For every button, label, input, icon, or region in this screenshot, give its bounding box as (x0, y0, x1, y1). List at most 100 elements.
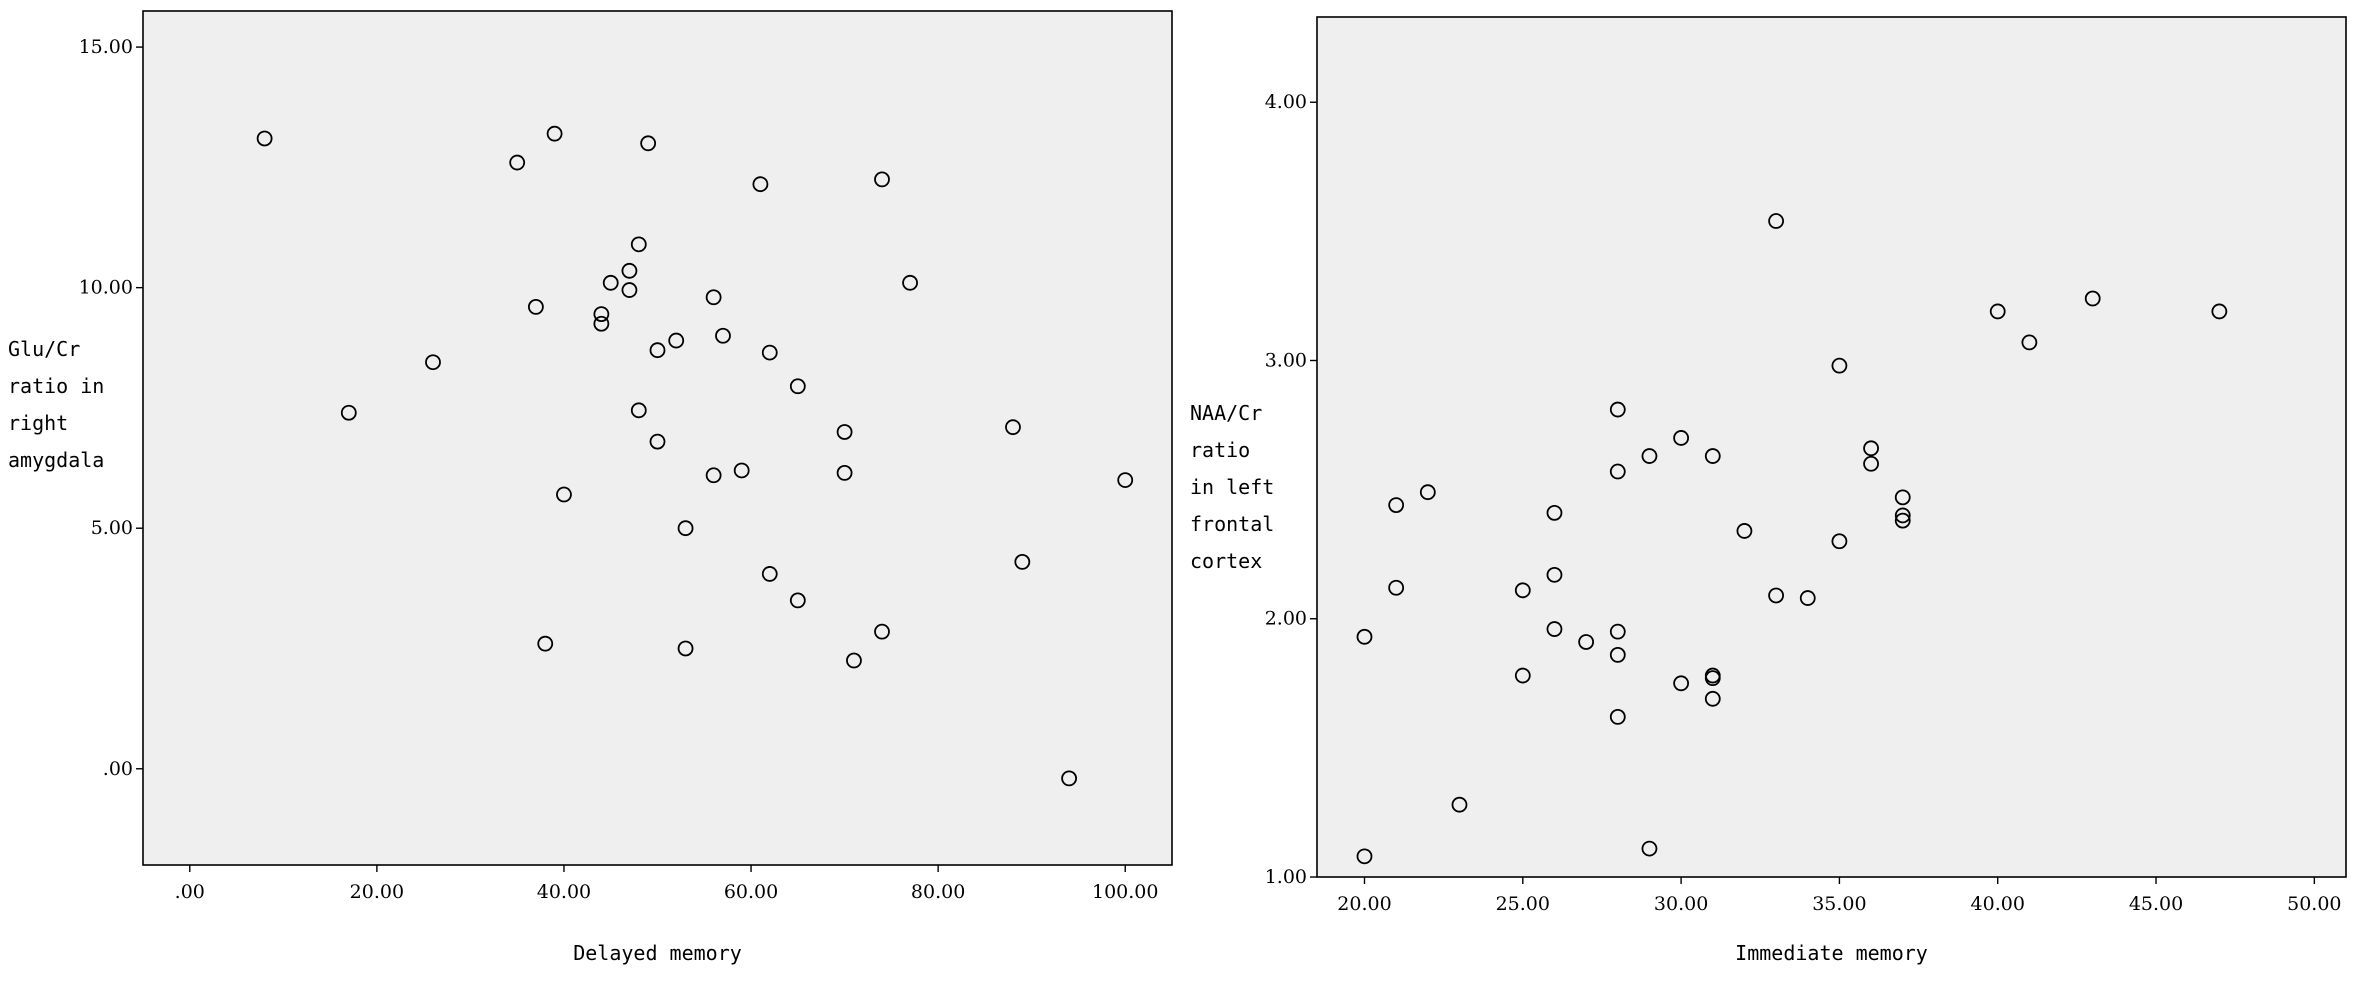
data-point (1005, 419, 1021, 436)
data-point (649, 342, 666, 359)
y-axis-label: NAA/Cr ratio in left frontal cortex (1190, 401, 1274, 573)
data-point (761, 566, 778, 582)
data-point (1641, 448, 1658, 464)
data-point (705, 289, 722, 306)
y-tick-label: 10.00 (79, 277, 133, 299)
data-point (789, 378, 806, 395)
x-tick-label: .00 (175, 881, 205, 903)
data-point (1609, 646, 1626, 663)
data-point (509, 154, 526, 171)
data-point (1641, 840, 1658, 857)
data-point (902, 274, 918, 291)
data-point (1356, 848, 1373, 865)
chart-naa-cr-vs-immediate-memory: 1.00 2.00 3.00 4.00 20.00 25.00 30.00 35.00 40.0… (1190, 16, 2347, 965)
data-point (836, 464, 853, 481)
data-point (556, 486, 572, 503)
data-point (761, 344, 778, 361)
data-point (1863, 440, 1879, 457)
data-point (1514, 667, 1531, 684)
chart-glu-cr-vs-delayed-memory: .00 5.00 10.00 15.00 .00 20.00 40.00 60.00 80.00… (8, 10, 1173, 965)
x-tick-label: 25.00 (1496, 893, 1550, 915)
data-point (1388, 497, 1405, 514)
data-point (593, 315, 610, 332)
x-tick-label: 60.00 (724, 881, 778, 903)
data-point (593, 306, 610, 323)
data-point (621, 282, 638, 298)
y-tick-label: 5.00 (91, 517, 133, 539)
data-point (1388, 579, 1405, 596)
data-point (1704, 448, 1721, 464)
data-point (1514, 582, 1531, 599)
data-point (752, 176, 769, 193)
x-tick-label: 40.00 (537, 881, 591, 903)
data-point (836, 424, 853, 440)
plot-area (142, 10, 1173, 866)
x-tick-label: 50.00 (2287, 893, 2341, 915)
data-point (1894, 507, 1911, 524)
data-point (630, 402, 647, 419)
x-tick-label: 30.00 (1654, 893, 1708, 915)
y-tick-label: 2.00 (1265, 608, 1307, 630)
data-point (1014, 553, 1031, 570)
data-point (630, 236, 647, 253)
y-tick-label: 15.00 (79, 36, 133, 58)
x-tick-label: 35.00 (1812, 893, 1866, 915)
data-point (1609, 463, 1626, 480)
data-point (640, 135, 657, 152)
x-tick-label: 80.00 (911, 881, 965, 903)
data-point (1451, 796, 1468, 813)
y-tick-label: .00 (103, 758, 133, 780)
x-tick-label: 45.00 (2129, 893, 2183, 915)
data-point (1831, 357, 1848, 374)
data-point (668, 332, 685, 349)
data-point (602, 274, 619, 291)
data-point (2084, 290, 2101, 307)
data-point (874, 623, 890, 640)
data-point (2021, 334, 2038, 351)
x-tick-label: 20.00 (1337, 893, 1391, 915)
data-point (1578, 634, 1595, 650)
data-point (1546, 621, 1563, 637)
data-point (1704, 690, 1721, 707)
data-point (1673, 430, 1690, 446)
data-point (425, 354, 441, 371)
data-point (1768, 213, 1784, 229)
data-point (256, 130, 273, 147)
data-point (1117, 472, 1134, 488)
data-point (340, 404, 357, 421)
x-axis-label: Immediate memory (1735, 941, 1928, 965)
data-point (537, 635, 554, 652)
data-point (705, 467, 722, 484)
data-point (1736, 523, 1753, 539)
y-tick-label: 4.00 (1265, 91, 1307, 113)
data-point (1673, 675, 1690, 692)
data-point (649, 433, 666, 450)
data-point (1768, 587, 1784, 604)
data-point (1546, 566, 1563, 583)
plot-area (1316, 16, 2347, 878)
data-point (733, 462, 750, 479)
y-tick-label: 3.00 (1265, 349, 1307, 371)
data-point (1989, 303, 2006, 320)
data-point (1831, 533, 1848, 550)
data-point (1894, 489, 1911, 506)
data-point (715, 327, 731, 344)
data-point (846, 652, 862, 669)
data-point (1863, 455, 1879, 472)
x-axis-label: Delayed memory (573, 941, 742, 965)
x-tick-label: 20.00 (350, 881, 404, 903)
data-point (1419, 484, 1436, 501)
data-point (1704, 670, 1721, 687)
data-point (1546, 504, 1563, 521)
data-point (527, 298, 544, 315)
data-point (874, 171, 890, 188)
y-tick-label: 1.00 (1265, 866, 1307, 888)
data-point (1609, 623, 1626, 640)
x-tick-label: 100.00 (1092, 881, 1158, 903)
data-point (621, 262, 638, 279)
data-point (677, 520, 694, 537)
x-tick-label: 40.00 (1971, 893, 2025, 915)
data-point (677, 640, 694, 657)
data-point (1894, 512, 1911, 529)
